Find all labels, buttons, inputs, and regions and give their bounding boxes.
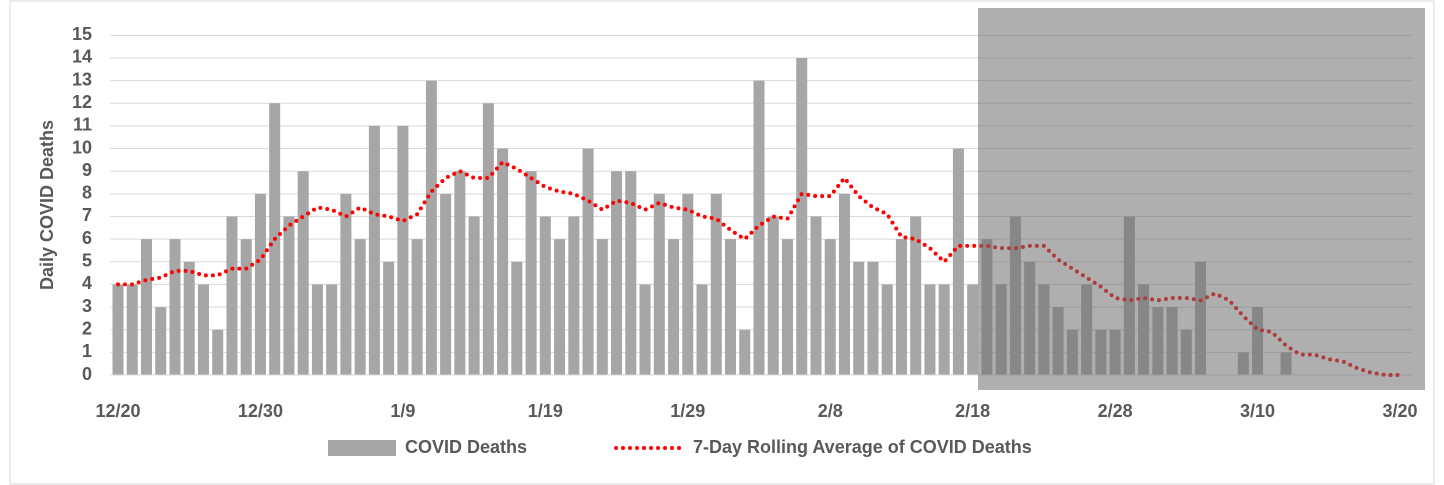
bar [482, 103, 494, 376]
bar [639, 284, 651, 375]
bar [625, 171, 637, 375]
legend-swatch [328, 440, 396, 456]
bar [653, 193, 665, 375]
bar [425, 80, 437, 375]
bar [853, 261, 865, 375]
legend-label: COVID Deaths [405, 437, 527, 457]
legend-label: 7-Day Rolling Average of COVID Deaths [693, 437, 1032, 457]
bar [155, 307, 167, 375]
x-tick-label: 2/28 [1098, 401, 1133, 421]
bar [511, 261, 523, 375]
x-tick-label: 2/8 [818, 401, 843, 421]
bar [810, 216, 822, 375]
bar [525, 171, 537, 375]
bar [682, 193, 694, 375]
bar [183, 261, 195, 375]
bar [397, 125, 409, 375]
bar [212, 329, 224, 375]
bar [368, 125, 380, 375]
y-tick-label: 1 [82, 341, 92, 361]
bar [895, 239, 907, 375]
bar [539, 216, 551, 375]
bar [140, 239, 152, 375]
y-tick-label: 14 [72, 47, 92, 67]
bar [112, 284, 124, 375]
bar [910, 216, 922, 375]
bar [411, 239, 423, 375]
y-tick-label: 15 [72, 24, 92, 44]
y-tick-label: 12 [72, 92, 92, 112]
x-tick-label: 12/20 [95, 401, 140, 421]
y-tick-label: 6 [82, 228, 92, 248]
bar [383, 261, 395, 375]
y-axis-label: Daily COVID Deaths [37, 120, 57, 290]
bar [611, 171, 623, 375]
y-tick-label: 10 [72, 137, 92, 157]
bar [340, 193, 352, 375]
bar [197, 284, 209, 375]
y-tick-label: 2 [82, 318, 92, 338]
bar [753, 80, 765, 375]
y-tick-label: 0 [82, 364, 92, 384]
x-tick-label: 1/19 [528, 401, 563, 421]
bar [254, 193, 266, 375]
bar [924, 284, 936, 375]
x-tick-label: 2/18 [955, 401, 990, 421]
bar [468, 216, 480, 375]
bar [283, 216, 295, 375]
x-tick-label: 3/10 [1240, 401, 1275, 421]
bar [867, 261, 879, 375]
bar [126, 284, 138, 375]
y-tick-label: 3 [82, 296, 92, 316]
y-tick-label: 9 [82, 160, 92, 180]
bar [796, 57, 808, 375]
y-tick-label: 5 [82, 251, 92, 271]
bar [967, 284, 979, 375]
bar [824, 239, 836, 375]
chart-frame [9, 0, 1435, 485]
bar [311, 284, 323, 375]
x-tick-label: 1/29 [670, 401, 705, 421]
bar [952, 148, 964, 375]
bar [169, 239, 181, 375]
y-tick-label: 4 [82, 273, 92, 293]
bar [354, 239, 366, 375]
legend: COVID Deaths 7-Day Rolling Average of COV… [328, 437, 1032, 457]
bar [582, 148, 594, 375]
bar [554, 239, 566, 375]
shaded-region [978, 8, 1425, 390]
bar [596, 239, 608, 375]
bar [497, 148, 509, 375]
bar [668, 239, 680, 375]
bar [838, 193, 850, 375]
bar [696, 284, 708, 375]
bar [297, 171, 309, 375]
bar [781, 239, 793, 375]
y-tick-label: 8 [82, 183, 92, 203]
bar [938, 284, 950, 375]
bar [725, 239, 737, 375]
bar [739, 329, 751, 375]
y-tick-label: 13 [72, 69, 92, 89]
y-tick-label: 11 [73, 115, 92, 135]
bar [881, 284, 893, 375]
bar [226, 216, 238, 375]
bar [710, 193, 722, 375]
y-tick-label: 7 [82, 205, 92, 225]
bar [454, 171, 466, 375]
bar [326, 284, 338, 375]
x-tick-label: 3/20 [1382, 401, 1417, 421]
x-tick-label: 12/30 [238, 401, 283, 421]
bar [568, 216, 580, 375]
bar [767, 216, 779, 375]
x-tick-label: 1/9 [390, 401, 415, 421]
bar [440, 193, 452, 375]
bar [240, 239, 252, 375]
